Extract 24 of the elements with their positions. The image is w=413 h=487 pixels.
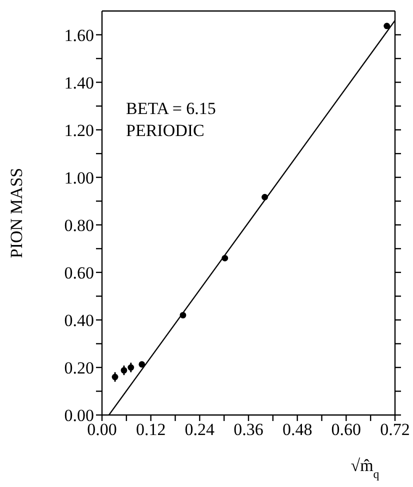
y-tick-label: 1.60 — [64, 26, 94, 45]
point — [112, 374, 118, 380]
x-tick-label: 0.36 — [234, 420, 264, 440]
x-tick-label: 0.00 — [87, 420, 117, 440]
annotation: BETA = 6.15 — [126, 98, 216, 120]
y-axis-title: PION MASS — [7, 168, 26, 258]
point — [128, 364, 134, 371]
point — [138, 361, 146, 368]
x-tick-label: 0.48 — [282, 420, 312, 440]
x-tick-label: 0.12 — [136, 420, 166, 440]
x-tick-label: 0.24 — [184, 420, 216, 440]
point — [120, 367, 128, 374]
y-tick-label: 1.20 — [64, 120, 94, 140]
y-tick-label: 0.20 — [64, 358, 94, 378]
y-tick-label: 0.80 — [64, 216, 94, 235]
x-axis-title: √m̂$_{q}$ — [350, 456, 380, 481]
x-tick-label: 0.60 — [331, 420, 362, 440]
point — [384, 22, 390, 30]
x-tick-label: 0.72 — [380, 420, 410, 440]
y-tick-label: 0.40 — [64, 310, 94, 330]
y-tick-label: 1.00 — [64, 168, 94, 188]
y-tick-label: 1.40 — [64, 73, 94, 92]
annotation: PERIODIC — [126, 120, 206, 142]
y-tick-label: 0.60 — [64, 263, 94, 282]
